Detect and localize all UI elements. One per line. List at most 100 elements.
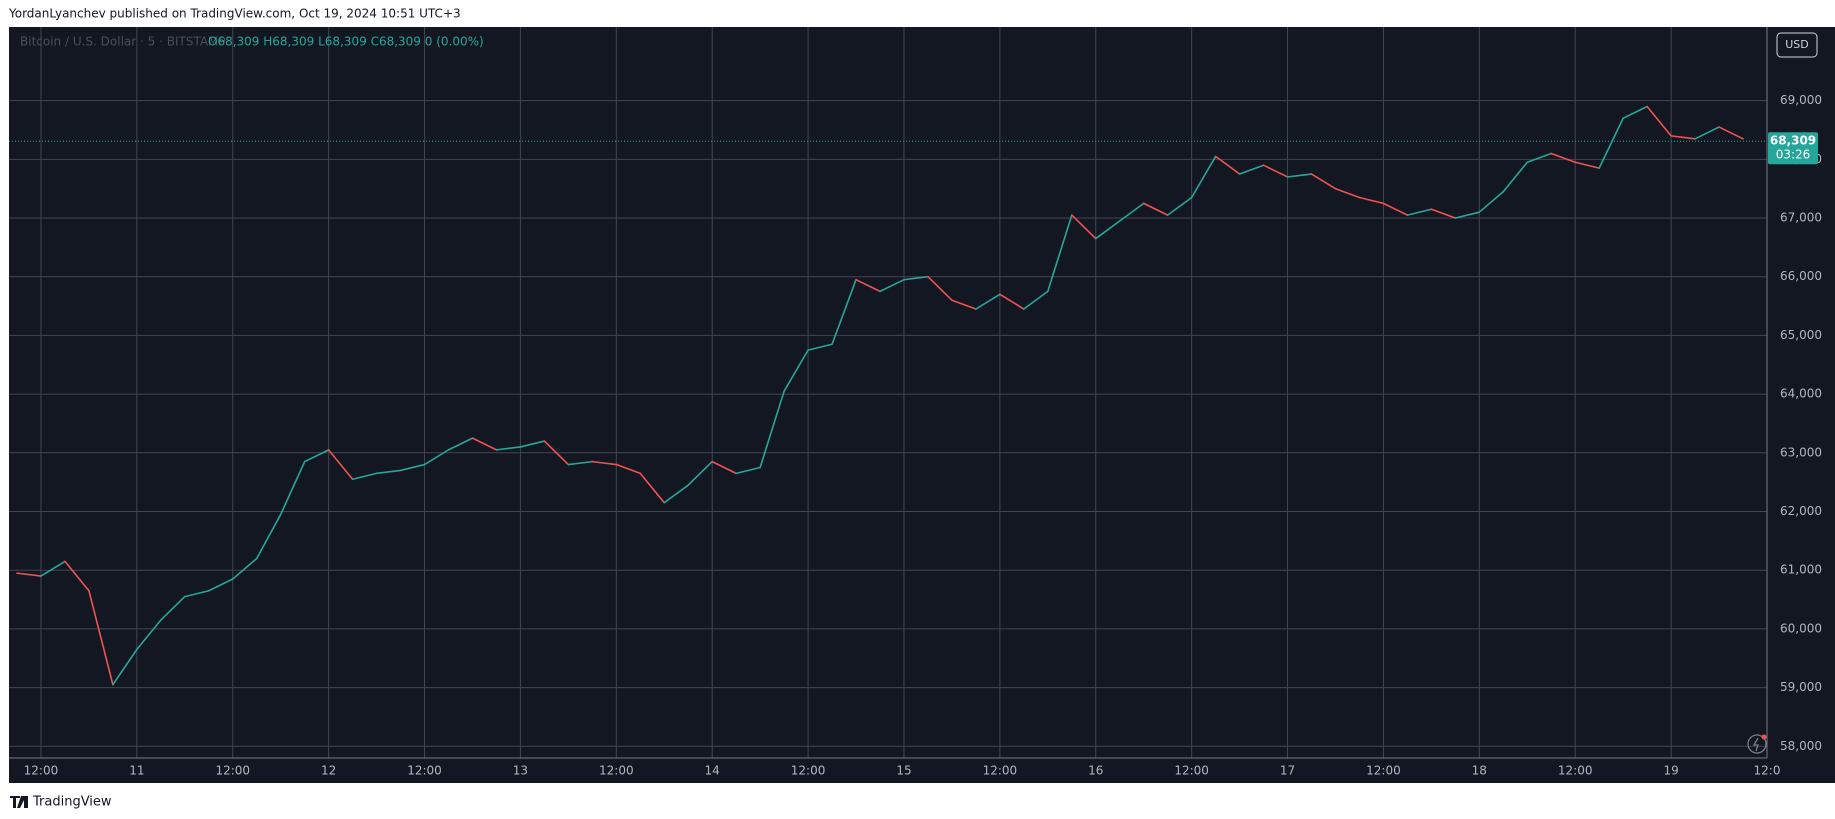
y-tick-label: 60,000 (1780, 621, 1822, 635)
alert-bolt (1752, 737, 1759, 752)
price-segment (711, 460, 737, 475)
y-tick-label: 59,000 (1780, 680, 1822, 694)
price-segment (1190, 155, 1217, 199)
price-segment (1526, 152, 1553, 164)
price-segment (735, 466, 761, 475)
price-segment (615, 463, 642, 475)
price-segment (663, 484, 690, 504)
y-tick-label: 63,000 (1780, 445, 1822, 459)
alert-icon[interactable] (1747, 734, 1767, 754)
price-segment (687, 460, 714, 486)
x-tick-label: 13 (513, 764, 528, 778)
alert-dot (1761, 734, 1767, 740)
price-segment (879, 278, 905, 293)
x-tick-label: 12:00 (1366, 764, 1401, 778)
x-tick-label: 12:0 (1754, 764, 1781, 778)
countdown-label: 03:26 (1776, 148, 1811, 162)
price-segment (1670, 135, 1696, 140)
price-segment (567, 460, 594, 466)
price-segment (951, 299, 977, 310)
x-tick-label: 16 (1088, 764, 1103, 778)
x-tick-label: 18 (1472, 764, 1487, 778)
price-segment (1023, 290, 1049, 310)
price-segment (1166, 196, 1193, 216)
price-segment (207, 578, 234, 592)
price-segment (975, 293, 1001, 310)
x-tick-label: 12:00 (599, 764, 634, 778)
price-segment (1238, 164, 1265, 175)
price-segment (1694, 126, 1720, 140)
price-segment (327, 449, 354, 481)
price-segment (1598, 117, 1624, 169)
price-segment (759, 390, 785, 469)
price-segment (1718, 126, 1744, 140)
y-tick-label: 61,000 (1780, 563, 1822, 577)
x-tick-label: 14 (705, 764, 720, 778)
price-segment (591, 460, 618, 466)
price-segment (231, 557, 258, 580)
price-segment (831, 278, 857, 346)
ohlc-legend: O68,309 H68,309 L68,309 C68,309 0 (0.00%… (208, 35, 484, 49)
price-segment (279, 460, 306, 516)
price-segment (40, 560, 66, 577)
currency-button[interactable] (1776, 32, 1818, 58)
last-price-badge (1768, 132, 1818, 165)
price-segment (1358, 196, 1385, 205)
x-tick-label: 17 (1280, 764, 1295, 778)
price-segment (1502, 161, 1529, 193)
x-tick-label: 12:00 (215, 764, 250, 778)
x-tick-label: 12:00 (983, 764, 1018, 778)
price-segment (88, 589, 114, 686)
price-segment (543, 440, 570, 466)
price-segment (1478, 190, 1505, 213)
price-segment (1382, 202, 1409, 216)
price-segment (1334, 187, 1361, 199)
price-segment (160, 595, 186, 621)
x-tick-label: 12:00 (407, 764, 442, 778)
symbol-legend: Bitcoin / U.S. Dollar · 5 · BITSTAMP (20, 35, 226, 49)
x-tick-label: 12:00 (1558, 764, 1593, 778)
price-segment (807, 343, 833, 351)
price-segment (16, 572, 42, 577)
x-tick-label: 12 (321, 764, 336, 778)
price-segment (1310, 173, 1337, 190)
y-tick-label: 67,000 (1780, 211, 1822, 225)
x-tick-label: 12:00 (1174, 764, 1209, 778)
price-segment (1430, 208, 1457, 219)
x-tick-label: 15 (896, 764, 911, 778)
currency-label: USD (1785, 38, 1809, 51)
price-segment (447, 437, 474, 451)
x-tick-label: 12:00 (24, 764, 59, 778)
publish-caption: YordanLyanchev published on TradingView.… (8, 7, 461, 21)
price-segment (1142, 202, 1169, 216)
price-segment (1118, 202, 1145, 222)
price-segment (303, 449, 330, 463)
price-segment (1406, 208, 1433, 216)
price-segment (927, 275, 953, 302)
x-tick-label: 11 (129, 764, 144, 778)
last-price-label: 68,309 (1770, 134, 1816, 148)
x-tick-label: 19 (1663, 764, 1678, 778)
price-segment (999, 293, 1025, 310)
y-tick-label: 58,000 (1780, 739, 1822, 753)
price-segment (1646, 105, 1672, 137)
price-segment (64, 560, 90, 592)
price-segment (1454, 211, 1481, 219)
y-tick-label: 64,000 (1780, 387, 1822, 401)
y-tick-label: 65,000 (1780, 328, 1822, 342)
price-segment (1622, 105, 1648, 120)
price-segment (1550, 152, 1577, 164)
price-segment (1094, 220, 1121, 240)
y-tick-label: 66,000 (1780, 269, 1822, 283)
x-tick-label: 12:00 (791, 764, 826, 778)
price-segment (1574, 161, 1600, 169)
brand-name: TradingView (32, 795, 112, 810)
price-segment (136, 619, 162, 651)
y-tick-label: 62,000 (1780, 504, 1822, 518)
price-segment (399, 463, 426, 472)
price-segment (255, 513, 282, 560)
chart-background (9, 27, 1835, 783)
price-segment (351, 472, 378, 481)
